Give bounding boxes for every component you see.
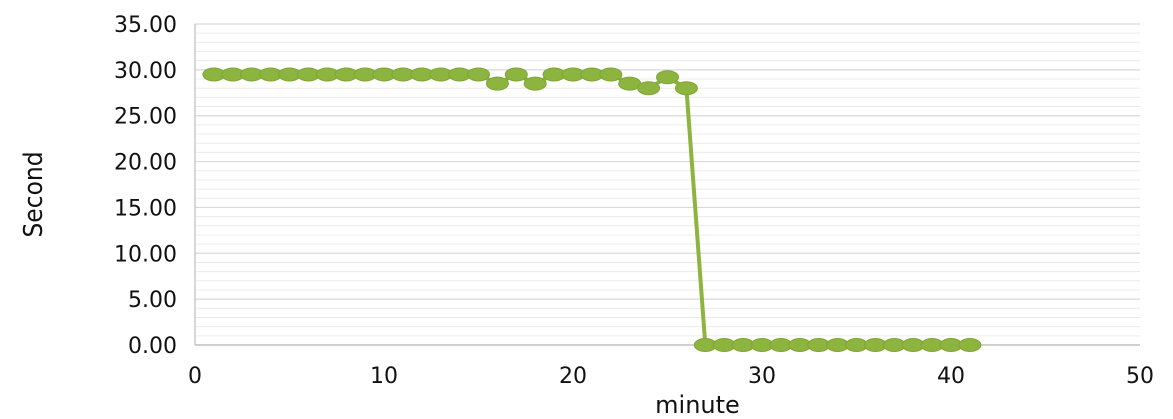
axes xyxy=(194,24,1140,346)
data-point xyxy=(656,70,679,85)
x-axis-title: minute xyxy=(655,391,740,419)
gridlines xyxy=(195,23,1140,337)
y-tick-label: 5.00 xyxy=(128,288,177,313)
y-tick-label: 35.00 xyxy=(114,13,177,38)
x-tick-label: 0 xyxy=(188,364,202,389)
y-tick-label: 15.00 xyxy=(114,196,177,221)
series-line xyxy=(213,72,970,347)
y-tick-label: 30.00 xyxy=(114,59,177,84)
y-tick-label: 25.00 xyxy=(114,105,177,130)
x-tick-label: 50 xyxy=(1126,364,1154,389)
data-point xyxy=(485,76,509,91)
y-tick-label: 20.00 xyxy=(114,151,177,176)
x-tick-label: 30 xyxy=(748,364,776,389)
y-tick-labels: 0.00 5.00 10.00 15.00 20.00 25.00 30.00 35.00 xyxy=(114,13,177,359)
y-tick-label: 0.00 xyxy=(128,334,177,359)
series-group xyxy=(202,67,982,352)
y-axis-title: Second xyxy=(19,151,49,237)
data-point xyxy=(637,81,661,96)
x-tick-label: 20 xyxy=(559,364,587,389)
data-point xyxy=(958,338,982,352)
x-tick-labels: 0 10 20 30 40 50 xyxy=(188,364,1154,389)
y-tick-label: 10.00 xyxy=(114,242,177,267)
x-tick-label: 40 xyxy=(937,364,965,389)
data-point xyxy=(599,67,623,82)
data-point xyxy=(523,76,547,91)
data-point xyxy=(674,81,698,96)
x-tick-label: 10 xyxy=(370,364,398,389)
data-point xyxy=(467,67,490,82)
data-point xyxy=(504,67,528,82)
